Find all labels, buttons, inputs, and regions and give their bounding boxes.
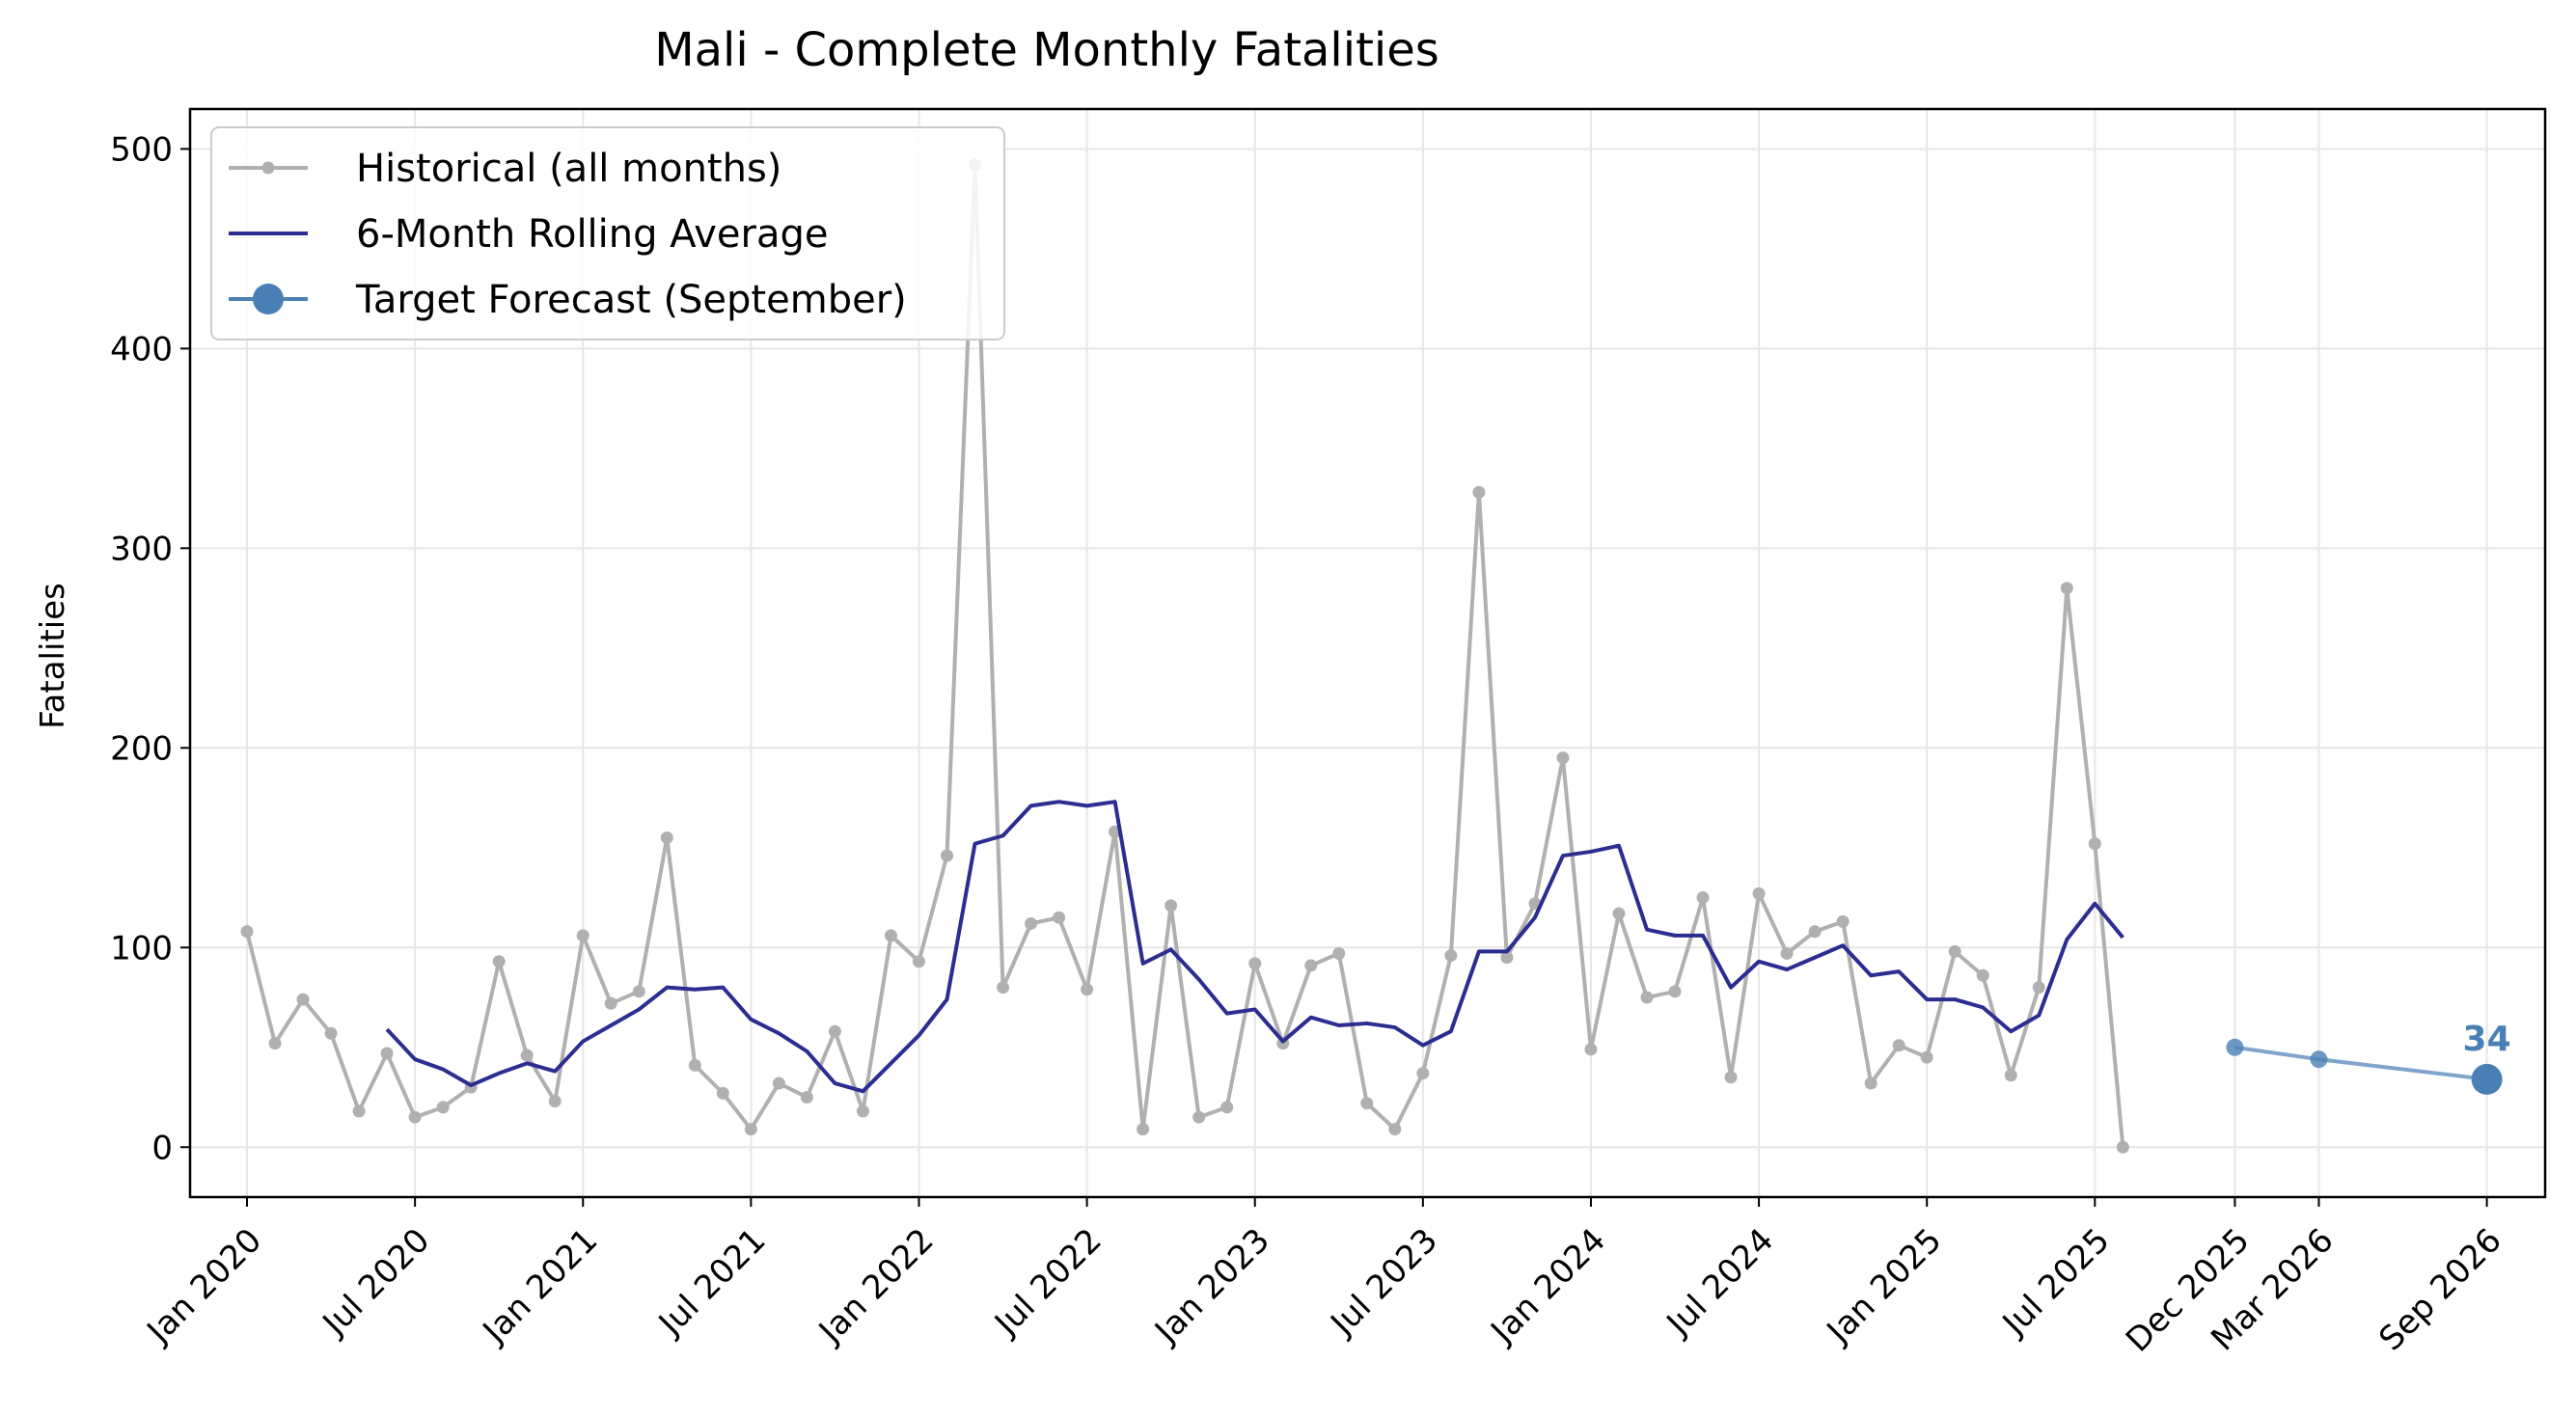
data-point [1388,1123,1402,1136]
data-point [604,996,617,1010]
data-point [660,831,673,844]
data-point [1696,891,1710,905]
data-point [1304,959,1318,972]
data-point [408,1110,422,1124]
data-point [548,1095,562,1108]
data-point [1500,951,1514,965]
data-point [1220,1101,1234,1114]
data-point [1053,911,1066,924]
legend-label: Historical (all months) [356,147,781,191]
data-point [632,985,645,998]
data-point [1808,925,1822,939]
data-point [1976,968,1989,982]
data-point [2116,1140,2129,1154]
data-point [1724,1071,1738,1084]
data-point [1248,957,1262,970]
data-point [1360,1097,1374,1110]
data-point [912,955,925,968]
data-point [772,1076,785,1090]
legend-label: 6-Month Rolling Average [356,212,829,257]
legend-label: Target Forecast (September) [355,278,907,322]
legend-box [210,126,1005,341]
y-tick-label: 500 [110,130,173,169]
data-point [352,1104,366,1118]
legend-entry-0: Historical (all months) [229,147,781,191]
plot-frame [188,107,2547,1199]
series-line [385,800,2124,1094]
data-point [1137,1123,1150,1136]
legend-swatch-marker [253,284,284,314]
series-2 [2226,1038,2503,1095]
data-point [2060,582,2073,595]
y-tick-label: 200 [110,729,173,768]
forecast-point [2471,1063,2503,1095]
legend: Historical (all months) 6-Month Rolling A… [210,126,1005,341]
data-point [1892,1039,1905,1052]
data-point [1472,485,1486,499]
data-point [1192,1110,1206,1124]
chart-title: Mali - Complete Monthly Fatalities [654,23,1439,77]
data-point [240,925,254,939]
forecast-point [2226,1038,2244,1056]
data-point [1165,899,1178,913]
legend-swatch-marker [261,161,275,175]
data-point [1640,991,1654,1004]
data-point [1612,907,1626,920]
data-point [2088,837,2101,851]
data-point [520,1049,534,1062]
series-layer [240,158,2503,1154]
data-point [884,929,897,942]
y-tick-label: 100 [110,929,173,967]
data-point [576,929,589,942]
data-point [2032,981,2045,995]
data-point [1584,1043,1598,1056]
data-point [296,993,310,1006]
data-point [324,1026,338,1040]
y-tick-label: 400 [110,330,173,368]
data-point [1332,946,1346,960]
data-point [436,1101,450,1114]
data-point [1948,944,1961,958]
series-1 [385,800,2124,1094]
data-point [1920,1050,1933,1064]
y-tick-label: 300 [110,530,173,568]
data-point [380,1047,394,1060]
data-point [1416,1067,1430,1080]
annotation-layer: 34 [2463,1020,2511,1059]
data-point [997,981,1010,995]
data-point [716,1086,729,1100]
data-point [1025,916,1038,930]
data-point [2004,1069,2017,1082]
y-tick-label: 0 [151,1129,173,1167]
legend-entry-1: 6-Month Rolling Average [229,212,829,257]
legend-entry-2: Target Forecast (September) [229,278,907,322]
forecast-value-label: 34 [2463,1020,2511,1059]
data-point [268,1037,282,1050]
data-point [1780,946,1794,960]
data-point [856,1104,869,1118]
data-point [1836,914,1850,928]
data-point [1668,985,1682,998]
data-point [492,955,506,968]
data-point [1864,1076,1877,1090]
forecast-point [2310,1050,2328,1069]
y-axis-label: Fatalities [34,583,72,729]
data-point [941,849,953,862]
data-point [828,1024,841,1038]
data-point [1752,886,1766,900]
data-point [1556,751,1570,765]
data-point [800,1091,813,1104]
data-point [688,1058,701,1072]
data-point [744,1123,757,1136]
data-point [1444,949,1458,963]
data-point [1081,983,1094,996]
